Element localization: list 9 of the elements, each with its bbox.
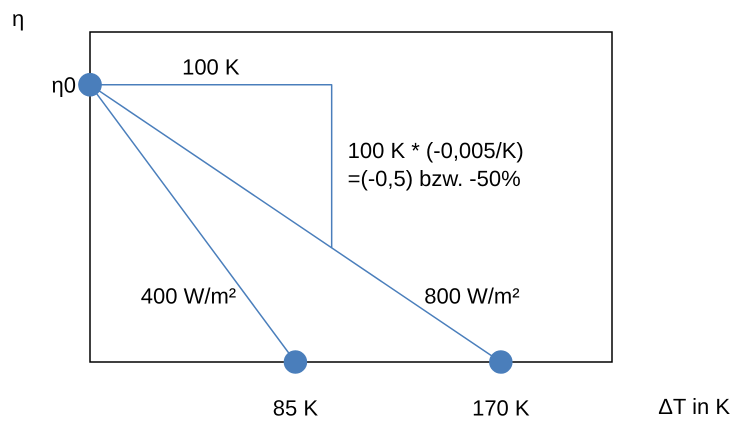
y-axis-title: η: [12, 6, 24, 32]
x-tick-label: 170 K: [472, 396, 530, 421]
series-label: 800 W/m²: [424, 283, 520, 308]
series-label: 400 W/m²: [140, 283, 236, 308]
annotation: 100 K: [182, 54, 240, 80]
annotation: 100 K * (-0,005/K) =(-0,5) bzw. -50%: [348, 138, 524, 191]
x-tick-label: 85 K: [272, 396, 318, 421]
annotation: η0: [52, 72, 76, 98]
x-axis-title: ΔT in K: [658, 394, 730, 420]
